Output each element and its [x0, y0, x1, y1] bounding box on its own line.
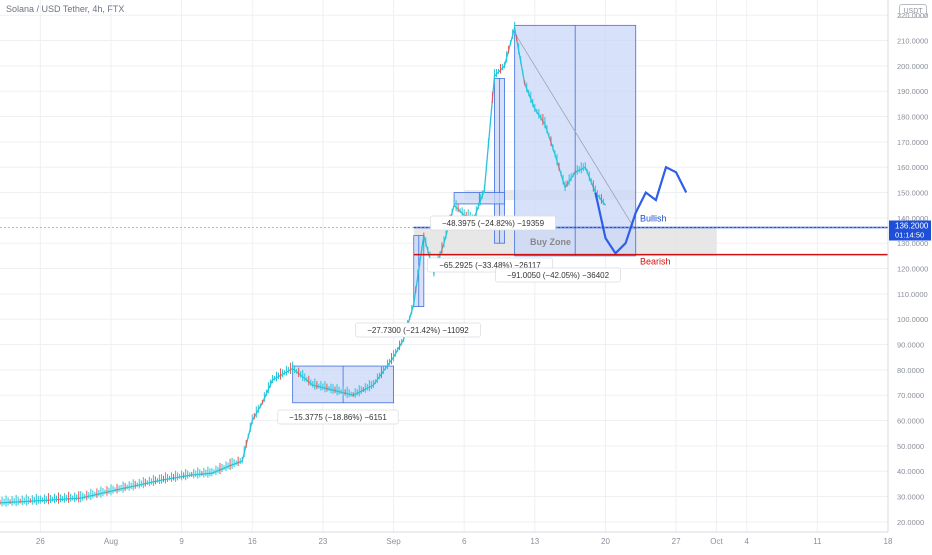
y-tick-label: 40.0000 — [897, 467, 924, 476]
x-tick-label: 23 — [318, 537, 327, 546]
measure-label: −15.3775 (−18.86%) −6151 — [289, 413, 387, 422]
x-tick-label: 9 — [179, 537, 184, 546]
x-tick-label: 20 — [601, 537, 610, 546]
y-tick-label: 210.0000 — [897, 37, 928, 46]
price-badge — [889, 220, 931, 241]
y-tick-label: 130.0000 — [897, 239, 928, 248]
y-tick-label: 200.0000 — [897, 62, 928, 71]
y-tick-label: 30.0000 — [897, 493, 924, 502]
y-tick-label: 140.0000 — [897, 214, 928, 223]
price-badge-countdown: 01:14:50 — [895, 230, 924, 239]
measure-label-bg — [495, 267, 621, 283]
measure-label-bg — [355, 322, 481, 338]
y-tick-label: 180.0000 — [897, 113, 928, 122]
measure-label-bg — [430, 215, 556, 231]
y-tick-label: 110.0000 — [897, 290, 928, 299]
symbol-title: Solana / USD Tether, 4h, FTX — [6, 4, 125, 14]
x-tick-label: Aug — [104, 537, 118, 546]
y-tick-label: 80.0000 — [897, 366, 924, 375]
level-label-bearish: Bearish — [640, 257, 671, 267]
measure-label: −65.2925 (−33.48%) −26117 — [439, 261, 541, 270]
measure-label: −27.7300 (−21.42%) −11092 — [367, 326, 469, 335]
price-badge-value: 136.2000 — [895, 221, 929, 230]
y-tick-label: 70.0000 — [897, 391, 924, 400]
y-tick-label: 220.0000 — [897, 11, 928, 20]
measure-label: −91.0050 (−42.05%) −36402 — [507, 271, 610, 280]
y-tick-label: 60.0000 — [897, 417, 924, 426]
x-tick-label: 27 — [672, 537, 681, 546]
measure-label-bg — [277, 409, 399, 425]
x-tick-label: 11 — [813, 537, 822, 546]
y-tick-label: 160.0000 — [897, 163, 928, 172]
x-tick-label: 6 — [462, 537, 467, 546]
y-tick-label: 150.0000 — [897, 189, 928, 198]
buy-zone-label: Buy Zone — [530, 237, 571, 247]
trend-line — [514, 32, 637, 231]
measure-label: −48.3975 (−24.82%) −19359 — [442, 219, 545, 228]
projection-line — [594, 165, 688, 256]
x-tick-label: 13 — [530, 537, 539, 546]
x-tick-label: 4 — [745, 537, 750, 546]
y-tick-label: 120.0000 — [897, 265, 928, 274]
y-tick-label: 50.0000 — [897, 442, 924, 451]
x-tick-label: 26 — [36, 537, 45, 546]
y-tick-label: 100.0000 — [897, 315, 928, 324]
candle-wicks — [0, 21, 604, 507]
level-label-bullish: Bullish — [640, 213, 667, 223]
y-tick-label: 170.0000 — [897, 138, 928, 147]
y-tick-label: 20.0000 — [897, 518, 924, 527]
x-tick-label: Oct — [710, 537, 723, 546]
y-tick-label: 190.0000 — [897, 87, 928, 96]
time-axis-bg — [0, 532, 932, 550]
x-tick-label: Sep — [386, 537, 401, 546]
price-axis-bg — [888, 0, 932, 550]
x-tick-label: 18 — [884, 537, 893, 546]
y-tick-label: 90.0000 — [897, 341, 924, 350]
currency-badge[interactable]: USDT — [899, 4, 927, 18]
x-tick-label: 16 — [248, 537, 257, 546]
